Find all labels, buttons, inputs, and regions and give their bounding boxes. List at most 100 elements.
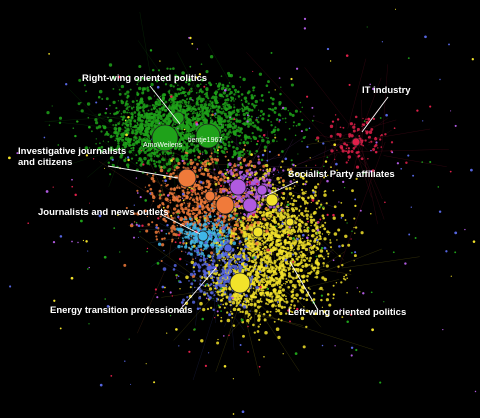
network-node	[184, 307, 186, 310]
network-node	[272, 225, 276, 229]
network-node	[232, 234, 236, 238]
network-node	[297, 301, 299, 303]
network-node	[232, 227, 235, 230]
network-node	[198, 95, 201, 98]
network-node	[285, 187, 289, 191]
network-node	[106, 132, 109, 135]
network-node	[290, 299, 294, 303]
network-node	[265, 229, 269, 233]
network-node	[216, 314, 219, 317]
network-node	[245, 225, 250, 229]
network-node	[291, 208, 296, 213]
network-node	[189, 161, 194, 166]
network-node	[228, 223, 231, 225]
network-node	[291, 246, 294, 248]
network-node	[257, 276, 261, 279]
network-node	[299, 261, 303, 264]
network-node	[203, 200, 206, 203]
network-node	[239, 134, 242, 137]
network-node	[239, 76, 242, 79]
network-node	[279, 217, 283, 222]
network-node	[241, 154, 245, 157]
network-edge	[319, 134, 353, 144]
network-node	[224, 98, 228, 102]
network-node	[322, 216, 325, 220]
network-node	[232, 145, 235, 149]
network-node	[58, 121, 62, 125]
network-node	[248, 184, 251, 186]
network-node	[124, 92, 127, 96]
network-node	[189, 227, 192, 229]
network-node	[278, 262, 283, 266]
network-node	[180, 145, 184, 149]
network-node	[164, 213, 167, 217]
network-node	[314, 185, 318, 189]
network-node	[291, 241, 295, 245]
network-node	[276, 117, 279, 120]
network-node	[139, 133, 143, 136]
network-node	[128, 105, 131, 108]
network-node	[191, 186, 193, 189]
network-node	[118, 136, 122, 141]
network-node	[262, 232, 266, 237]
network-node	[235, 127, 237, 130]
network-node	[153, 153, 156, 156]
network-node	[285, 312, 288, 315]
network-node	[126, 96, 129, 99]
network-node	[159, 215, 162, 218]
network-node	[261, 239, 264, 243]
network-node	[189, 134, 193, 138]
network-node	[341, 263, 344, 267]
network-node	[309, 256, 312, 260]
network-node	[316, 266, 320, 270]
network-node	[313, 269, 316, 272]
network-node	[144, 123, 147, 126]
network-node	[211, 205, 213, 207]
network-node	[104, 111, 107, 115]
network-node	[279, 214, 282, 216]
network-node	[188, 215, 192, 219]
network-node	[286, 168, 290, 172]
network-node	[261, 286, 265, 289]
network-node	[255, 170, 258, 173]
network-node	[161, 96, 165, 101]
network-node	[221, 189, 226, 193]
network-node	[269, 234, 271, 237]
network-node	[287, 272, 291, 275]
network-node	[172, 67, 175, 70]
network-node	[273, 320, 276, 323]
network-node	[342, 277, 345, 280]
network-node	[143, 156, 147, 161]
network-node	[173, 227, 177, 231]
network-node	[155, 79, 159, 83]
network-node	[163, 93, 167, 97]
network-node	[166, 206, 169, 209]
network-node	[200, 339, 204, 343]
network-node	[216, 116, 219, 119]
network-node	[260, 114, 262, 117]
network-node	[186, 98, 188, 100]
network-node	[80, 109, 84, 113]
network-node	[122, 109, 127, 114]
network-node	[299, 175, 303, 179]
network-node	[251, 125, 254, 127]
network-node	[296, 216, 299, 219]
network-node	[199, 301, 203, 306]
network-edge	[139, 170, 190, 204]
network-node	[160, 166, 163, 169]
network-edge	[383, 155, 447, 167]
network-edge	[98, 116, 126, 135]
network-node	[250, 108, 254, 112]
network-node	[126, 111, 129, 114]
network-node	[202, 200, 204, 203]
network-edge	[76, 110, 134, 129]
network-node	[160, 115, 163, 118]
network-node	[171, 224, 174, 227]
network-node	[240, 93, 244, 96]
network-node	[255, 197, 257, 199]
network-node	[261, 99, 265, 102]
network-node	[205, 111, 209, 115]
network-node	[294, 277, 298, 280]
network-node	[354, 226, 358, 229]
network-node	[205, 179, 210, 184]
